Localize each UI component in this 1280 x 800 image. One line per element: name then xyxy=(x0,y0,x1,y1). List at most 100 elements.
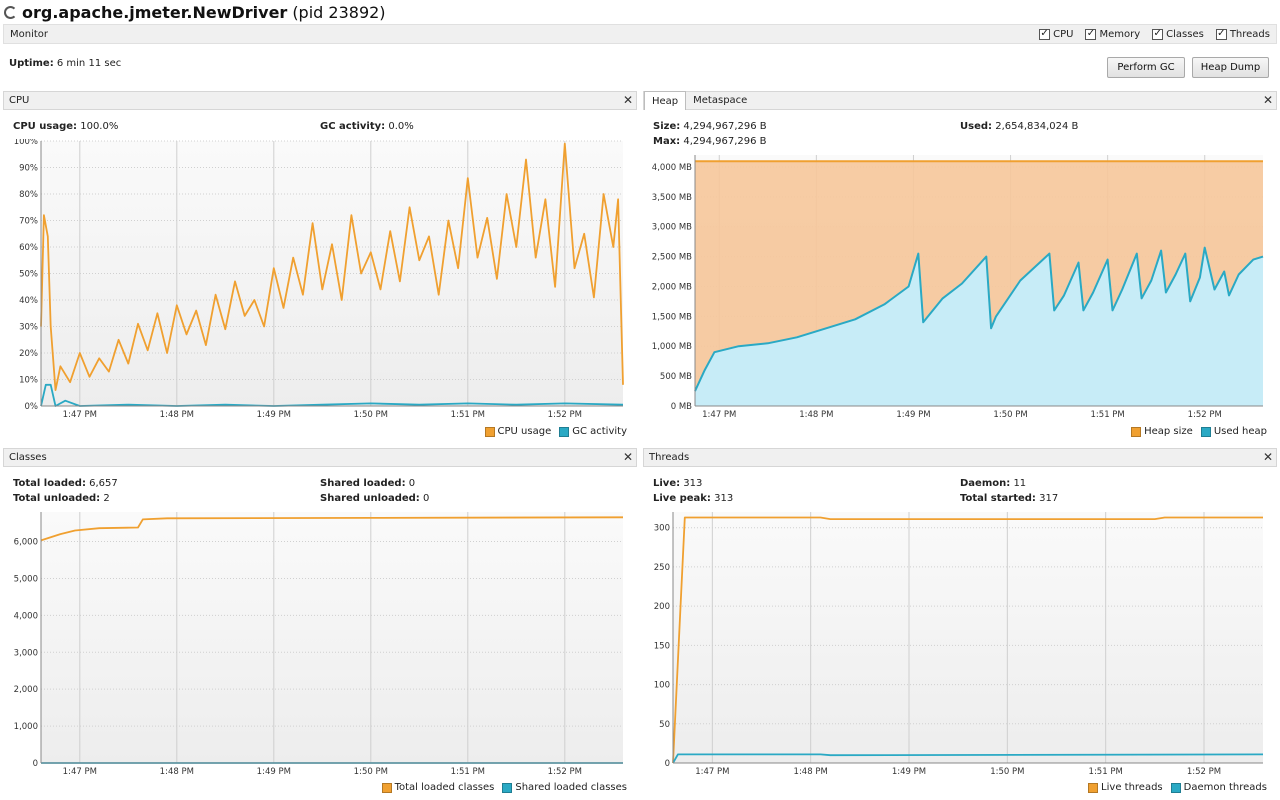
memory-checkbox[interactable]: ✓ Memory xyxy=(1085,28,1140,40)
x-tick-label: 1:47 PM xyxy=(695,767,729,777)
legend-label: Heap size xyxy=(1144,426,1193,437)
series-line xyxy=(672,753,1264,764)
x-tick-label: 1:49 PM xyxy=(257,410,291,420)
window-title-bar: org.apache.jmeter.NewDriver (pid 23892) xyxy=(0,0,1280,24)
y-tick-label: 3,000 xyxy=(14,648,38,658)
y-tick-label: 1,000 xyxy=(14,722,38,732)
close-icon[interactable]: ✕ xyxy=(1262,450,1273,464)
live-value: 313 xyxy=(683,478,703,489)
cpu-checkbox-label: CPU xyxy=(1053,28,1074,40)
cpu-panel-header: CPU ✕ xyxy=(3,91,637,110)
total-started-value: 317 xyxy=(1039,493,1059,504)
series-line xyxy=(40,383,624,407)
check-icon: ✓ xyxy=(1152,28,1164,40)
classes-chart: 0 1,000 2,000 3,000 4,000 5,000 6,000 1:47 PM 1:… xyxy=(14,512,624,777)
x-tick-label: 1:51 PM xyxy=(451,410,485,420)
heap-dump-button[interactable]: Heap Dump xyxy=(1192,57,1269,78)
legend-item: CPU usage xyxy=(484,426,552,437)
y-tick-label: 3,000 MB xyxy=(652,223,692,233)
y-tick-label: 0 xyxy=(33,759,38,769)
tab-heap[interactable]: Heap xyxy=(644,91,687,110)
cpu-chart: 0% 10% 20% 30% 40% 50% 60% 70% 80% 90% 100% 1:47 PM… xyxy=(14,139,624,420)
heap-used-label: Used: xyxy=(960,121,993,132)
cpu-usage-label: CPU usage: xyxy=(13,121,78,132)
x-tick-label: 1:52 PM xyxy=(1188,410,1222,420)
total-started-label: Total started: xyxy=(960,493,1036,504)
monitor-bar: Monitor ✓ CPU ✓ Memory ✓ Classes ✓ Threads xyxy=(3,24,1277,44)
legend-label: CPU usage xyxy=(497,426,552,437)
cpu-checkbox[interactable]: ✓ CPU xyxy=(1039,28,1074,40)
legend-item: GC activity xyxy=(559,426,627,437)
x-tick-label: 1:48 PM xyxy=(160,767,194,777)
x-tick-label: 1:52 PM xyxy=(548,767,582,777)
live-stat: Live: 313 xyxy=(653,478,702,489)
cpu-panel-title: CPU xyxy=(9,95,30,106)
live-peak-value: 313 xyxy=(714,493,734,504)
x-tick-label: 1:51 PM xyxy=(451,767,485,777)
y-tick-label: 4,000 MB xyxy=(652,163,692,173)
y-tick-label: 1,000 MB xyxy=(652,342,692,352)
heap-size-stat: Size: 4,294,967,296 B xyxy=(653,121,767,132)
classes-checkbox[interactable]: ✓ Classes xyxy=(1152,28,1204,40)
legend-label: GC activity xyxy=(572,426,627,437)
close-icon[interactable]: ✕ xyxy=(622,450,633,464)
plot-area xyxy=(673,512,1263,763)
legend-swatch-orange xyxy=(1088,782,1099,793)
x-tick-label: 1:48 PM xyxy=(794,767,828,777)
close-icon[interactable]: ✕ xyxy=(1262,93,1273,107)
y-tick-label: 250 xyxy=(654,563,670,573)
cpu-legend: CPU usage GC activity xyxy=(477,426,627,437)
legend-label: Shared loaded classes xyxy=(515,782,627,793)
total-started-stat: Total started: 317 xyxy=(960,493,1058,504)
heap-max-value: 4,294,967,296 B xyxy=(683,136,767,147)
perform-gc-button[interactable]: Perform GC xyxy=(1107,57,1185,78)
y-tick-label: 100 xyxy=(654,681,670,691)
y-tick-label: 0 MB xyxy=(671,402,692,412)
legend-label: Total loaded classes xyxy=(394,782,495,793)
y-tick-label: 100% xyxy=(14,139,38,147)
close-icon[interactable]: ✕ xyxy=(622,93,633,107)
x-tick-label: 1:50 PM xyxy=(354,767,388,777)
y-tick-label: 300 xyxy=(654,524,670,534)
heap-panel: Heap Metaspace ✕ Size: 4,294,967,296 B M… xyxy=(643,91,1277,441)
y-tick-label: 200 xyxy=(654,602,670,612)
x-tick-label: 1:52 PM xyxy=(548,410,582,420)
heap-legend: Heap size Used heap xyxy=(1123,426,1267,437)
x-tick-label: 1:49 PM xyxy=(257,767,291,777)
legend-item: Live threads xyxy=(1088,782,1163,793)
legend-item: Daemon threads xyxy=(1170,782,1267,793)
y-tick-label: 90% xyxy=(19,164,38,174)
legend-label: Daemon threads xyxy=(1183,782,1267,793)
y-tick-label: 70% xyxy=(19,217,38,227)
y-tick-label: 2,000 MB xyxy=(652,282,692,292)
y-tick-label: 3,500 MB xyxy=(652,193,692,203)
threads-checkbox[interactable]: ✓ Threads xyxy=(1215,28,1270,40)
series-area xyxy=(695,247,1263,406)
y-tick-label: 0 xyxy=(665,759,670,769)
y-tick-label: 150 xyxy=(654,641,670,651)
shared-unloaded-label: Shared unloaded: xyxy=(320,493,420,504)
y-tick-label: 6,000 xyxy=(14,538,38,548)
x-tick-label: 1:50 PM xyxy=(354,410,388,420)
live-peak-stat: Live peak: 313 xyxy=(653,493,733,504)
total-unloaded-label: Total unloaded: xyxy=(13,493,101,504)
x-tick-label: 1:49 PM xyxy=(896,410,930,420)
legend-item: Heap size xyxy=(1131,426,1193,437)
heap-max-label: Max: xyxy=(653,136,681,147)
y-tick-label: 10% xyxy=(19,376,38,386)
y-tick-label: 80% xyxy=(19,190,38,200)
total-unloaded-stat: Total unloaded: 2 xyxy=(13,493,110,504)
heap-size-label: Size: xyxy=(653,121,681,132)
y-tick-label: 2,000 xyxy=(14,685,38,695)
shared-loaded-label: Shared loaded: xyxy=(320,478,406,489)
shared-unloaded-stat: Shared unloaded: 0 xyxy=(320,493,429,504)
x-tick-label: 1:47 PM xyxy=(63,410,97,420)
tab-metaspace[interactable]: Metaspace xyxy=(693,95,748,106)
legend-item: Used heap xyxy=(1200,426,1267,437)
classes-panel-header: Classes ✕ xyxy=(3,448,637,467)
live-label: Live: xyxy=(653,478,681,489)
y-tick-label: 1,500 MB xyxy=(652,312,692,322)
threads-panel: Threads ✕ Live: 313 Live peak: 313 Daemo… xyxy=(643,448,1277,798)
series-line xyxy=(40,516,624,542)
x-tick-label: 1:49 PM xyxy=(892,767,926,777)
